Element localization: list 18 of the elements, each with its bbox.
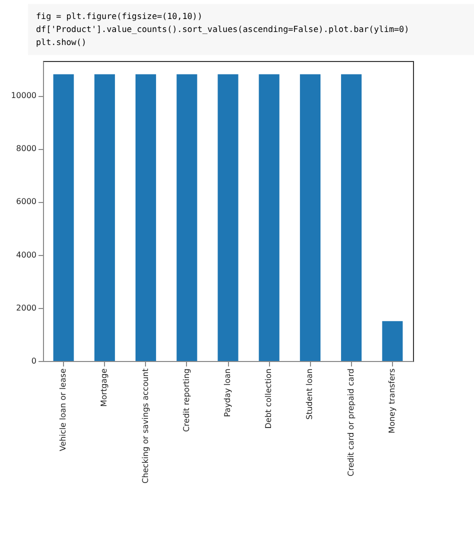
x-tick-label: Credit card or prepaid card bbox=[346, 368, 356, 476]
y-tick-label: 2000 bbox=[16, 303, 36, 312]
x-tick-label: Vehicle loan or lease bbox=[58, 368, 68, 452]
text: fig = plt.figure(figsize=(10,10)) bbox=[36, 10, 204, 23]
y-tick-label: 4000 bbox=[16, 250, 36, 260]
x-tick-label: Credit reporting bbox=[182, 368, 191, 432]
x-tick-label: Checking or savings account bbox=[140, 368, 150, 484]
x-tick-label: Student loan bbox=[305, 368, 314, 420]
y-tick-label: 8000 bbox=[16, 144, 36, 154]
y-tick-label: 0 bbox=[31, 356, 36, 366]
x-tick-label: Payday loan bbox=[223, 368, 232, 417]
y-tick-label: 6000 bbox=[16, 197, 36, 206]
y-tick-label: 10000 bbox=[11, 91, 36, 100]
x-tick-label: Mortgage bbox=[100, 368, 109, 407]
text: df['Product'].value_counts().sort_values(ascending=False).plot.bar(ylim=0) bbox=[36, 23, 410, 36]
x-tick-label: Debt collection bbox=[264, 368, 274, 429]
x-tick-label: Money transfers bbox=[387, 368, 396, 434]
text: plt.show() bbox=[36, 36, 88, 49]
